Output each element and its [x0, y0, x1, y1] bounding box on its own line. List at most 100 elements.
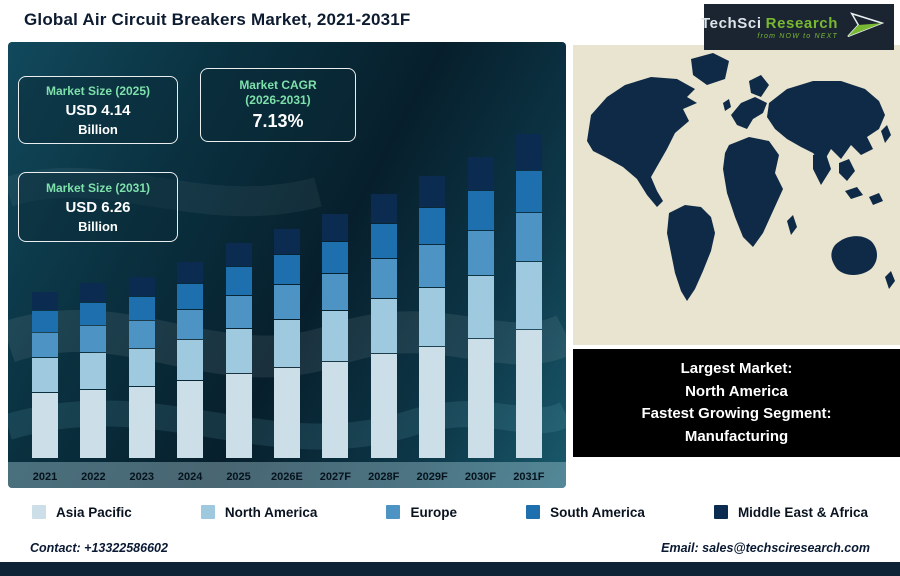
stacked-bar: [225, 242, 252, 458]
legend-label: Middle East & Africa: [737, 504, 868, 520]
legend-swatch: [32, 505, 46, 519]
bar-segment: [32, 393, 58, 458]
bar-segment: [225, 243, 252, 266]
logo-text: TechSci Research from NOW to NEXT: [701, 15, 838, 40]
bar-segment: [419, 347, 446, 458]
legend-label: Europe: [410, 504, 457, 520]
logo-brand-part1: TechSci: [701, 14, 762, 32]
stat-unit: Billion: [78, 121, 118, 137]
bar-segment: [370, 354, 397, 458]
bar-segment: [225, 374, 252, 458]
bar-segment: [128, 387, 155, 458]
bar-segment: [225, 329, 252, 373]
x-axis-band: [8, 462, 566, 488]
stacked-bar: [80, 282, 107, 458]
largest-market-label: Largest Market:: [680, 360, 793, 377]
bar-segment: [177, 340, 204, 380]
logo-tagline: from NOW to NEXT: [757, 32, 838, 40]
bar-segment: [515, 262, 542, 329]
stacked-bar: [128, 276, 155, 458]
bar-segment: [80, 390, 107, 458]
bar-segment: [515, 171, 542, 212]
footer: Contact: +13322586602 Email: sales@techs…: [0, 534, 900, 562]
bar-segment: [467, 276, 494, 338]
legend-item: Middle East & Africa: [713, 504, 868, 520]
bar-segment: [515, 330, 542, 458]
bar-segment: [467, 191, 494, 230]
stat-title: Market CAGR (2026-2031): [207, 78, 349, 108]
x-axis-labels: 2021 2022 2023 2024 2025 2026E 2027F 2028F 2029F…: [8, 471, 566, 483]
legend-label: North America: [224, 504, 318, 520]
bar-segment: [370, 259, 397, 298]
bar-segment: [419, 288, 446, 346]
bar-segment: [322, 214, 349, 241]
fastest-segment-value: Manufacturing: [684, 427, 789, 445]
stacked-bar: [515, 133, 542, 458]
bar-segment: [80, 326, 107, 352]
bar-segment: [322, 362, 349, 458]
stat-value: 7.13%: [252, 111, 304, 131]
legend-swatch: [526, 505, 541, 519]
chart-panel: 2021 2022 2023 2024 2025 2026E 2027F 2028F 2029F…: [8, 42, 566, 488]
bar-segment: [370, 194, 397, 223]
bar-segment: [467, 157, 494, 190]
bar-segment: [177, 262, 204, 283]
x-axis-label: 2026E: [271, 471, 303, 483]
legend-label: South America: [550, 504, 645, 520]
bars: [8, 100, 566, 458]
x-axis-label: 2023: [129, 471, 155, 483]
x-axis-label: 2028F: [368, 471, 400, 483]
bar-segment: [177, 284, 204, 309]
world-map: [573, 45, 900, 345]
bar-segment: [370, 299, 397, 353]
page-title: Global Air Circuit Breakers Market, 2021…: [24, 10, 411, 29]
bar-segment: [128, 277, 155, 296]
bar-segment: [32, 292, 58, 310]
legend: Asia Pacific North America Europe South Ame…: [0, 494, 900, 530]
x-axis-label: 2025: [226, 471, 251, 483]
stat-title: Market Size (2025): [45, 83, 151, 98]
bar-segment: [515, 213, 542, 261]
stacked-bar: [419, 175, 446, 458]
bar-segment: [80, 353, 107, 389]
market-size-2025-box: Market Size (2025) USD 4.14 Billion: [18, 76, 178, 144]
stacked-bar: [273, 228, 300, 458]
bar-segment: [273, 285, 300, 319]
bar-segment: [467, 231, 494, 275]
bar-segment: [515, 134, 542, 170]
bar-segment: [322, 274, 349, 310]
largest-market-value: North America: [685, 382, 788, 400]
bar-segment: [225, 267, 252, 295]
legend-swatch: [200, 505, 215, 519]
bar-segment: [419, 176, 446, 207]
bar-segment: [177, 310, 204, 339]
market-highlights-panel: Largest Market: North America Fastest Gr…: [573, 349, 900, 457]
legend-label: Asia Pacific: [56, 504, 132, 520]
bar-segment: [467, 339, 494, 458]
footer-email: Email: sales@techsciresearch.com: [661, 541, 870, 555]
stat-title: Market Size (2031): [45, 180, 151, 195]
footer-contact: Contact: +13322586602: [30, 541, 168, 555]
x-axis-label: 2027F: [319, 471, 351, 483]
bar-segment: [370, 224, 397, 258]
cagr-title-line1: Market CAGR: [239, 78, 317, 92]
x-axis-label: 2024: [177, 471, 203, 483]
x-axis-label: 2021: [32, 471, 58, 483]
bar-segment: [128, 349, 155, 386]
legend-item: Asia Pacific: [32, 505, 132, 520]
bar-segment: [273, 255, 300, 284]
bar-segment: [419, 245, 446, 287]
paper-plane-arrow-icon: [846, 11, 885, 44]
bar-segment: [32, 333, 58, 357]
market-cagr-box: Market CAGR (2026-2031) 7.13%: [200, 68, 356, 142]
footer-bottom-bar: [0, 562, 900, 576]
stacked-bar: [370, 193, 397, 458]
market-size-2031-box: Market Size (2031) USD 6.26 Billion: [18, 172, 178, 242]
stat-value: USD 4.14: [65, 101, 131, 119]
stacked-bar: [467, 156, 494, 458]
bar-segment: [273, 229, 300, 254]
bar-segment: [32, 311, 58, 332]
cagr-title-line2: (2026-2031): [245, 93, 311, 107]
stat-unit: Billion: [78, 218, 118, 234]
fastest-segment-label: Fastest Growing Segment:: [641, 405, 832, 422]
